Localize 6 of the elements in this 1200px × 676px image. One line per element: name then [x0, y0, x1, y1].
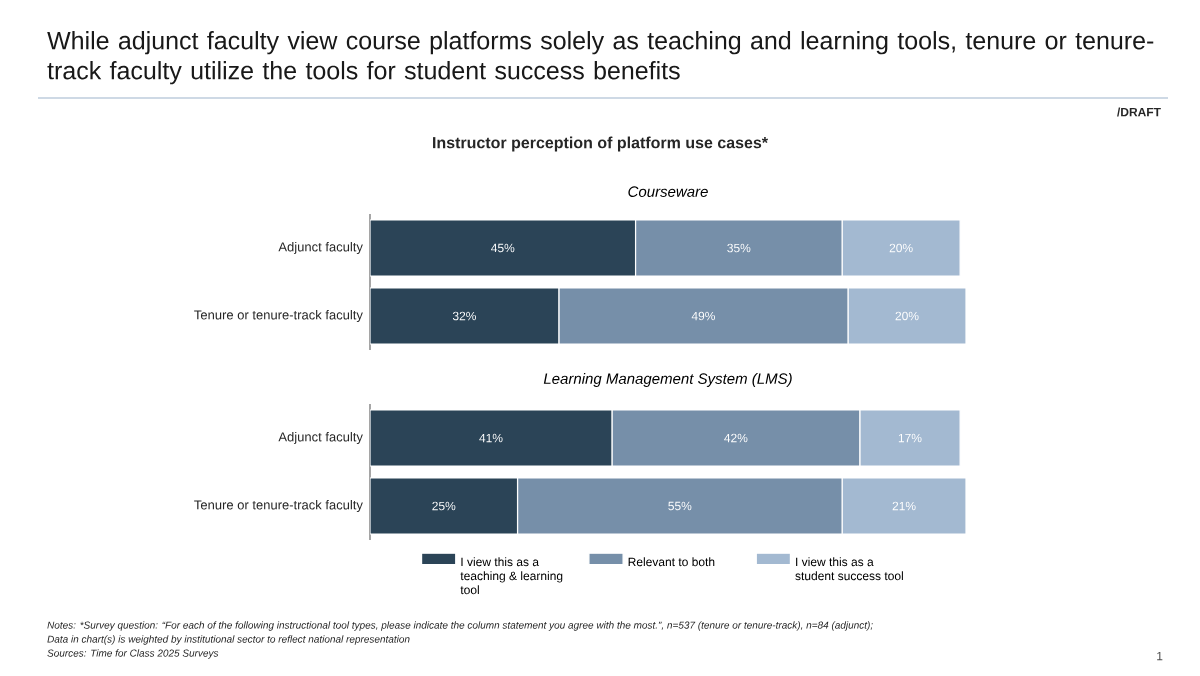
bar: [370, 409, 613, 467]
text: Instructor perception of platform use cases*: [433, 136, 769, 152]
text: While adjunct faculty view course platforms solely as teaching and learning tools, tenure or tenure-track faculty utilize the tools for student success benefits: [47, 31, 1154, 85]
bar: [859, 409, 961, 467]
bar: [370, 477, 519, 535]
bar: [841, 477, 966, 535]
